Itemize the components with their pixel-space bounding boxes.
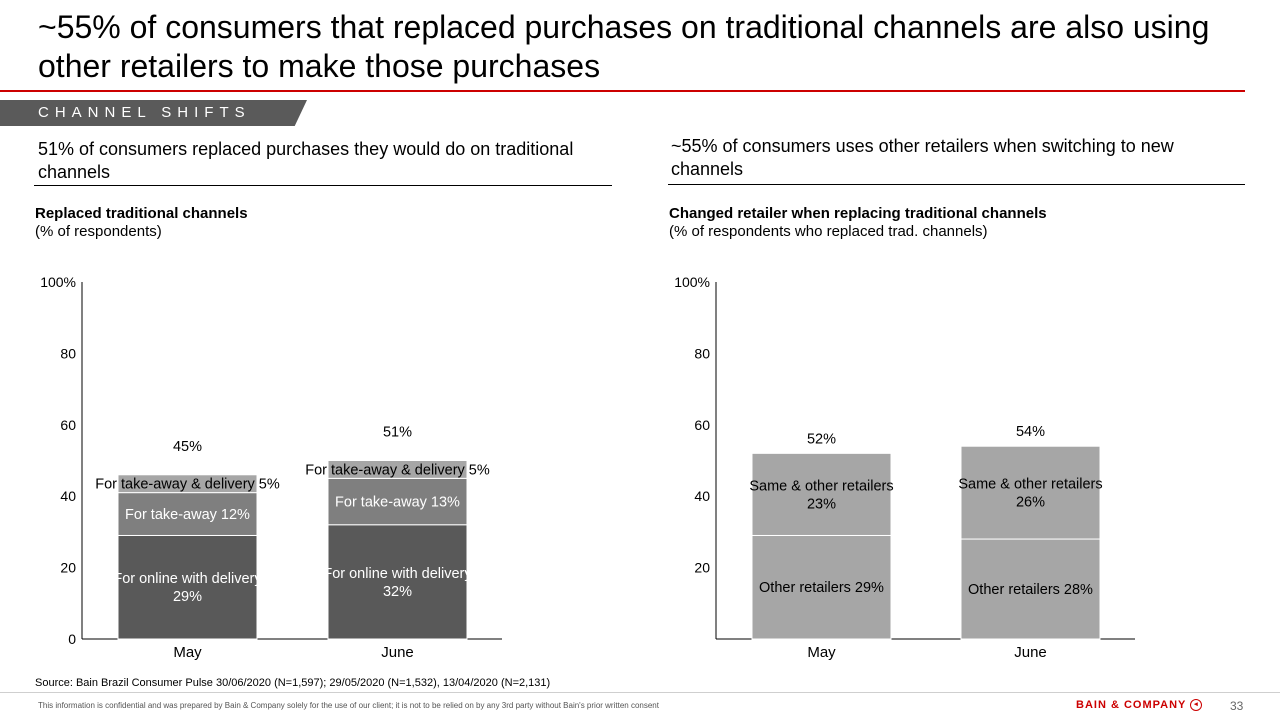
bar-segment <box>960 445 1101 540</box>
footer-divider <box>0 692 1280 693</box>
left-chart-subtitle: (% of respondents) <box>35 223 162 240</box>
right-chart-subtitle: (% of respondents who replaced trad. cha… <box>669 223 988 240</box>
y-tick-label: 20 <box>694 560 710 576</box>
y-tick-label: 100% <box>40 274 76 290</box>
bar-segment-label: For take-away 12% <box>125 507 250 523</box>
bar-segment-label-line: For take-away & delivery 5% <box>305 462 490 478</box>
right-panel-heading: ~55% of consumers uses other retailers w… <box>671 136 1174 179</box>
left-chart-title-block: Replaced traditional channels (% of resp… <box>35 205 248 241</box>
bar-segment-label: Other retailers 28% <box>968 582 1093 598</box>
y-tick-label: 0 <box>68 631 76 647</box>
left-panel-heading: 51% of consumers replaced purchases they… <box>38 139 574 182</box>
y-tick-label: 100% <box>674 274 710 290</box>
title-divider <box>0 90 1245 92</box>
y-tick-label: 60 <box>694 417 710 433</box>
y-tick-label: 40 <box>60 488 76 504</box>
bar-total-label: 54% <box>1016 424 1045 440</box>
bar-segment-label-line: Other retailers 28% <box>968 582 1093 598</box>
bar-segment-label: For online with delivery 32% <box>323 566 472 600</box>
slide-title: ~55% of consumers that replaced purchase… <box>38 9 1210 84</box>
bar-segment <box>751 452 892 536</box>
y-tick-label: 20 <box>60 560 76 576</box>
bar-segment <box>117 492 258 536</box>
bar-segment <box>960 538 1101 640</box>
x-category-label: May <box>173 644 202 661</box>
bar-segment <box>117 474 258 494</box>
bar-segment-label-line: Other retailers 29% <box>759 580 884 596</box>
bar-segment-label-line: For take-away & delivery 5% <box>95 477 280 493</box>
bar-segment-label: For online with delivery 29% <box>113 571 262 605</box>
right-chart-title-block: Changed retailer when replacing traditio… <box>669 205 1047 241</box>
bar-total-label: 45% <box>173 439 202 455</box>
left-chart-title: Replaced traditional channels <box>35 205 248 222</box>
bar-segment <box>327 460 468 479</box>
y-tick-label: 80 <box>60 345 76 361</box>
bar-segment-label: For take-away 13% <box>335 495 460 511</box>
bar-total-label: 51% <box>383 425 412 441</box>
bar-segment-label-line: For online with delivery <box>113 571 262 587</box>
left-stacked-bar-chart: 0 20 40 60 80 100% For online with delivery 29%… <box>40 274 502 661</box>
bar-segment-label-line: 23% <box>807 496 836 512</box>
bar-segment-label-line: For take-away 12% <box>125 507 250 523</box>
bar-segment <box>751 534 892 640</box>
source-note: Source: Bain Brazil Consumer Pulse 30/06… <box>35 677 551 689</box>
brand-logo: BAIN & COMPANY ◂ <box>1076 699 1203 711</box>
x-category-label: June <box>381 644 414 661</box>
right-chart-title: Changed retailer when replacing traditio… <box>669 205 1047 222</box>
bar-segment-label-line: 29% <box>173 589 202 605</box>
bar-segment-label-line: Same & other retailers <box>749 478 893 494</box>
bar-segment-label: For take-away & delivery 5% <box>95 477 280 493</box>
bar-segment-label-line: 26% <box>1016 495 1045 511</box>
bar-segment-label-line: Same & other retailers <box>958 477 1102 493</box>
bar-segment-label: Same & other retailers 23% <box>749 478 893 512</box>
x-category-label: June <box>1014 644 1047 661</box>
right-stacked-bar-chart: 20 40 60 80 100% Other retailers 29% Same & ot… <box>674 274 1135 661</box>
bar-segment-label: For take-away & delivery 5% <box>305 462 490 478</box>
y-tick-label: 80 <box>694 345 710 361</box>
x-category-label: May <box>807 644 836 661</box>
bar-segment-label-line: For take-away 13% <box>335 495 460 511</box>
bar-segment-label-line: 32% <box>383 584 412 600</box>
brand-name: BAIN & COMPANY <box>1076 699 1187 711</box>
bar-segment-label: Same & other retailers 26% <box>958 477 1102 511</box>
bar-segment-label-line: For online with delivery <box>323 566 472 582</box>
left-panel-divider <box>34 185 612 186</box>
bar-segment-label: Other retailers 29% <box>759 580 884 596</box>
right-panel-divider <box>668 184 1245 185</box>
bar-segment <box>327 477 468 526</box>
confidentiality-disclaimer: This information is confidential and was… <box>38 701 659 710</box>
y-tick-label: 40 <box>694 488 710 504</box>
brand-mark-icon: ◂ <box>1190 699 1203 711</box>
bar-total-label: 52% <box>807 431 836 447</box>
page-number: 33 <box>1230 699 1244 713</box>
y-tick-label: 60 <box>60 417 76 433</box>
section-tag: CHANNEL SHIFTS <box>0 100 307 126</box>
bar-segment <box>327 524 468 640</box>
bar-segment <box>117 534 258 640</box>
